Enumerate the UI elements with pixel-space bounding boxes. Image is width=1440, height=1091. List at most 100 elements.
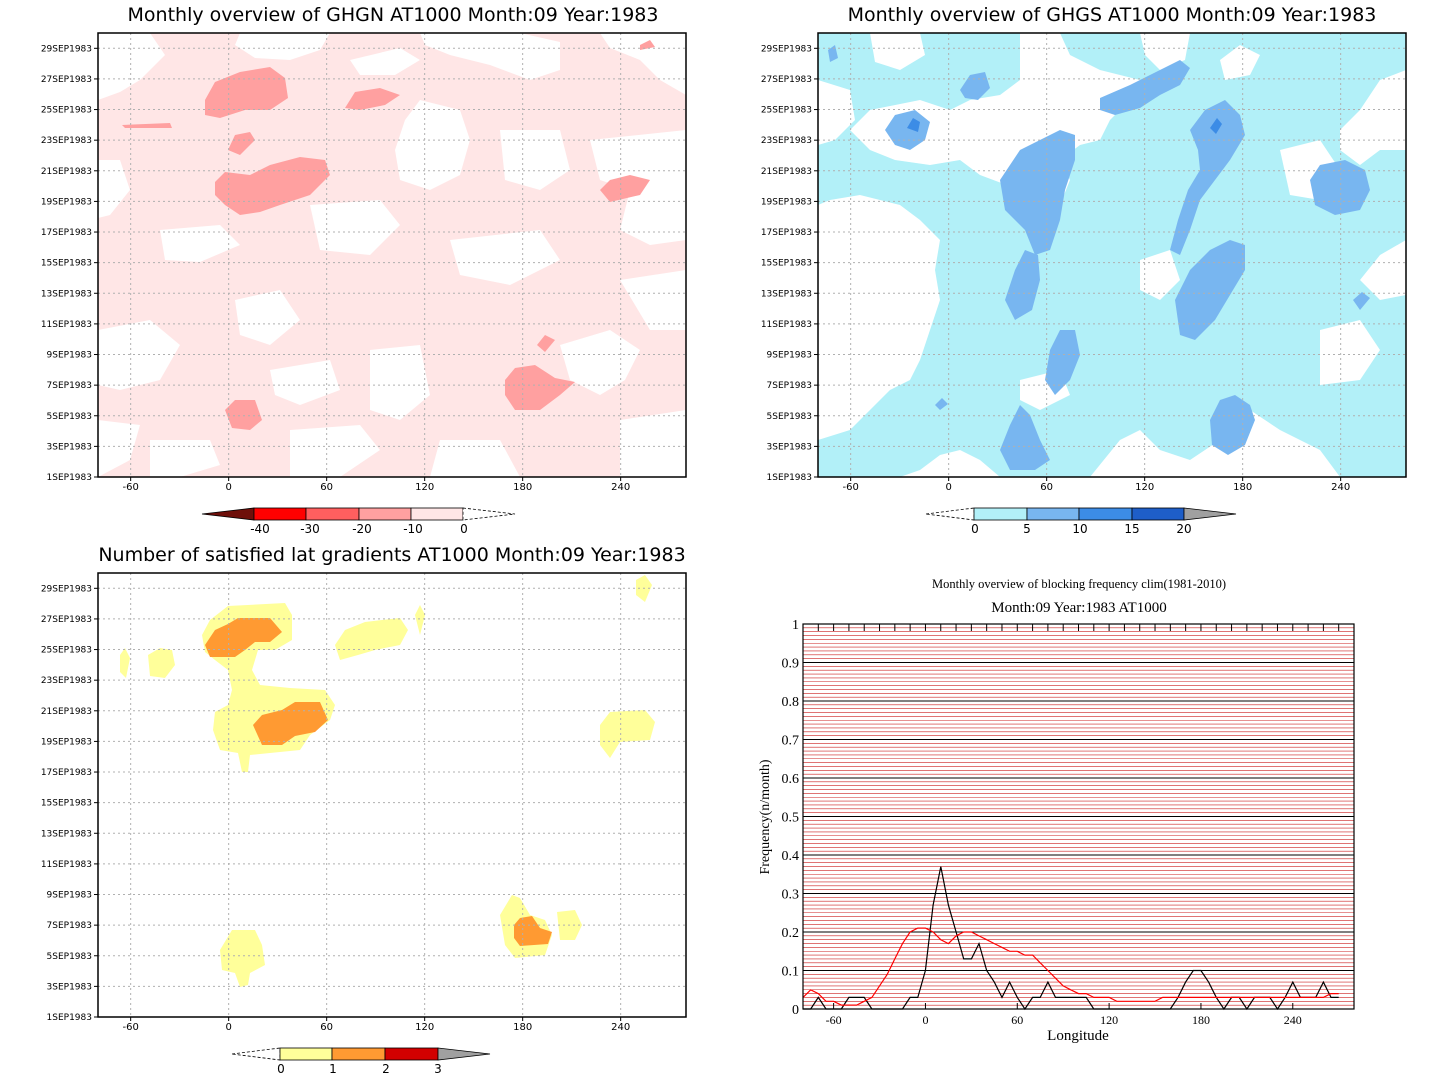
ghgn-cbar-label: -20: [352, 522, 372, 536]
freq-series-line-0: [803, 866, 1339, 1011]
ghgs-cbar-label: 20: [1176, 522, 1191, 536]
freq-series: [802, 866, 1339, 1011]
ghgn-frame: [97, 32, 687, 478]
freq-y-tick-label: 0.1: [782, 965, 800, 980]
ghgn-colorbar: -40 -30 -20 -10 0: [201, 507, 516, 536]
ghgs-y-tick-label: 25SEP1983: [761, 106, 812, 116]
sat-map: [98, 573, 686, 1017]
freq-y-tick-label: 0.4: [782, 849, 800, 864]
sat-y-tick-label: 1SEP1983: [47, 1013, 92, 1023]
ghgn-x-tick-label: 240: [611, 482, 630, 493]
freq-series-line-1: [802, 927, 1339, 1006]
ghgn-y-tick-label: 7SEP1983: [47, 381, 92, 391]
ghgn-cbar-label: -40: [250, 522, 270, 536]
ghgn-y-tick-label: 1SEP1983: [47, 473, 92, 483]
ghgn-cbar-label: -30: [300, 522, 320, 536]
ghgn-y-tick-label: 9SEP1983: [47, 351, 92, 361]
sat-title: Number of satisfied lat gradients AT1000…: [98, 544, 685, 566]
freq-frame: [802, 623, 1355, 1010]
ghgn-y-axis: 1SEP1983 3SEP1983 5SEP1983 7SEP1983 9SEP1983…: [41, 44, 98, 483]
ghgn-y-tick-label: 17SEP1983: [41, 228, 92, 238]
sat-y-tick-label: 15SEP1983: [41, 799, 92, 809]
freq-x-tick-label: 120: [1100, 1013, 1118, 1027]
ghgs-x-tick-label: 180: [1233, 482, 1252, 493]
freq-hgrid: [803, 627, 1354, 1006]
ghgn-y-tick-label: 23SEP1983: [41, 136, 92, 146]
freq-subtitle: Month:09 Year:1983 AT1000: [991, 600, 1166, 616]
freq-y-tick-label: 0.9: [782, 657, 800, 672]
sat-y-tick-label: 13SEP1983: [41, 829, 92, 839]
sat-y-tick-label: 23SEP1983: [41, 676, 92, 686]
sat-y-axis: 1SEP1983 3SEP1983 5SEP1983 7SEP1983 9SEP1983…: [41, 584, 98, 1023]
ghgs-cbar-label: 5: [1023, 522, 1031, 536]
ghgs-x-tick-label: -60: [842, 482, 858, 493]
ghgs-panel: Monthly overview of GHGS AT1000 Month:09…: [761, 4, 1407, 536]
sat-y-tick-label: 11SEP1983: [41, 860, 92, 870]
ghgn-x-tick-label: 0: [225, 482, 231, 493]
ghgn-y-tick-label: 21SEP1983: [41, 167, 92, 177]
ghgn-y-tick-label: 19SEP1983: [41, 197, 92, 207]
ghgs-frame: [817, 32, 1407, 478]
ghgn-cbar-label: -10: [403, 522, 423, 536]
ghgs-y-tick-label: 3SEP1983: [767, 442, 812, 452]
ghgs-y-tick-label: 21SEP1983: [761, 167, 812, 177]
freq-y-tick-label: 1: [792, 618, 799, 633]
freq-y-axis: 0 0.1 0.2 0.3 0.4 0.5 0.6 0.7 0.8 0.9 1: [782, 618, 800, 1018]
sat-x-tick-label: 120: [415, 1022, 434, 1033]
ghgn-x-tick-label: 60: [320, 482, 333, 493]
ghgn-y-tick-label: 15SEP1983: [41, 259, 92, 269]
sat-panel: Number of satisfied lat gradients AT1000…: [41, 544, 687, 1076]
ghgs-x-tick-label: 60: [1040, 482, 1053, 493]
ghgs-colorbar: 0 5 10 15 20: [925, 507, 1237, 536]
ghgs-y-tick-label: 7SEP1983: [767, 381, 812, 391]
freq-x-axis: -60 0 60 120 180 240: [826, 1003, 1302, 1027]
freq-y-tick-label: 0.7: [782, 734, 800, 749]
freq-title: Monthly overview of blocking frequency c…: [932, 577, 1226, 591]
freq-x-tick-label: 0: [922, 1013, 928, 1027]
ghgn-panel: Monthly overview of GHGN AT1000 Month:09…: [41, 4, 687, 536]
ghgn-y-tick-label: 5SEP1983: [47, 412, 92, 422]
freq-y-tick-label: 0.5: [782, 811, 800, 826]
ghgn-x-tick-label: 180: [513, 482, 532, 493]
freq-x-tick-label: 60: [1011, 1013, 1023, 1027]
ghgs-y-tick-label: 17SEP1983: [761, 228, 812, 238]
sat-y-tick-label: 19SEP1983: [41, 737, 92, 747]
ghgs-map: [818, 33, 1406, 477]
sat-y-tick-label: 29SEP1983: [41, 584, 92, 594]
ghgs-x-tick-label: 120: [1135, 482, 1154, 493]
ghgn-y-tick-label: 11SEP1983: [41, 320, 92, 330]
ghgs-x-axis: -60 0 60 120 180 240: [842, 477, 1350, 493]
freq-x-tick-label: -60: [826, 1013, 842, 1027]
sat-y-tick-label: 25SEP1983: [41, 646, 92, 656]
sat-frame: [97, 572, 687, 1018]
freq-y-tick-label: 0: [792, 1003, 799, 1018]
freq-y-tick-label: 0.2: [782, 926, 800, 941]
sat-x-tick-label: 240: [611, 1022, 630, 1033]
ghgs-y-tick-label: 5SEP1983: [767, 412, 812, 422]
freq-xlabel: Longitude: [1047, 1028, 1109, 1044]
sat-x-tick-label: 60: [320, 1022, 333, 1033]
ghgn-x-axis: -60 0 60 120 180 240: [122, 477, 630, 493]
ghgn-title: Monthly overview of GHGN AT1000 Month:09…: [128, 4, 659, 26]
ghgs-y-axis: 1SEP1983 3SEP1983 5SEP1983 7SEP1983 9SEP1983…: [761, 44, 818, 483]
freq-y-tick-label: 0.6: [782, 772, 800, 787]
sat-y-tick-label: 5SEP1983: [47, 952, 92, 962]
sat-cbar-label: 3: [434, 1062, 442, 1076]
ghgs-y-tick-label: 13SEP1983: [761, 289, 812, 299]
ghgs-y-tick-label: 29SEP1983: [761, 44, 812, 54]
ghgs-y-tick-label: 11SEP1983: [761, 320, 812, 330]
ghgs-cbar-label: 10: [1072, 522, 1087, 536]
ghgs-y-tick-label: 27SEP1983: [761, 75, 812, 85]
freq-y-tick-label: 0.8: [782, 695, 800, 710]
freq-x-tick-label: 180: [1192, 1013, 1210, 1027]
ghgs-y-tick-label: 9SEP1983: [767, 351, 812, 361]
sat-y-tick-label: 3SEP1983: [47, 982, 92, 992]
ghgs-cbar-label: 15: [1124, 522, 1139, 536]
ghgn-x-tick-label: -60: [122, 482, 138, 493]
freq-xticks-top: [817, 624, 1355, 631]
freq-panel: Monthly overview of blocking frequency c…: [758, 577, 1355, 1044]
ghgn-y-tick-label: 3SEP1983: [47, 442, 92, 452]
sat-x-tick-label: 180: [513, 1022, 532, 1033]
ghgn-y-tick-label: 25SEP1983: [41, 106, 92, 116]
ghgs-grid: [818, 33, 1406, 477]
